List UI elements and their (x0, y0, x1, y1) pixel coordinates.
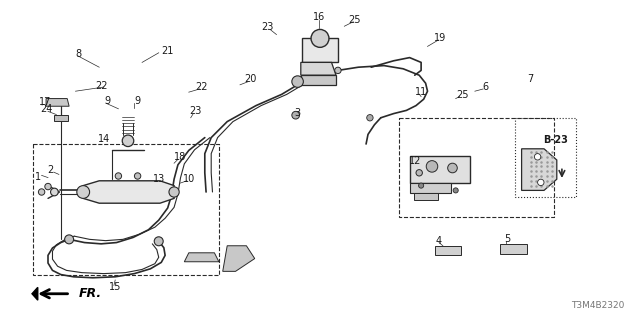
Circle shape (335, 67, 341, 74)
Text: 18: 18 (174, 152, 187, 163)
Circle shape (51, 188, 58, 196)
Circle shape (416, 170, 422, 176)
Polygon shape (304, 45, 336, 61)
Circle shape (134, 173, 141, 179)
Circle shape (122, 135, 134, 147)
Text: 1: 1 (35, 172, 42, 182)
Text: 3: 3 (294, 108, 301, 118)
Text: 13: 13 (152, 174, 165, 184)
Circle shape (115, 173, 122, 179)
Text: 15: 15 (109, 282, 122, 292)
Circle shape (77, 186, 90, 198)
Circle shape (367, 115, 373, 121)
Polygon shape (32, 287, 38, 300)
Text: 20: 20 (244, 74, 257, 84)
Text: 25: 25 (348, 15, 361, 25)
Text: 9: 9 (134, 96, 141, 106)
Text: 16: 16 (312, 12, 325, 22)
Circle shape (45, 183, 51, 190)
Bar (399, 118, 554, 217)
Text: 19: 19 (434, 33, 447, 43)
Text: 22: 22 (195, 82, 208, 92)
Text: 14: 14 (97, 134, 110, 144)
Polygon shape (302, 38, 338, 62)
Text: 4: 4 (436, 236, 442, 246)
Text: 23: 23 (189, 106, 202, 116)
Circle shape (538, 179, 544, 186)
Text: 23: 23 (261, 22, 274, 32)
Circle shape (419, 183, 424, 188)
Circle shape (534, 154, 541, 160)
Circle shape (292, 76, 303, 87)
Circle shape (292, 111, 300, 119)
Text: 5: 5 (504, 234, 510, 244)
Circle shape (453, 188, 458, 193)
Polygon shape (54, 115, 68, 121)
Text: 12: 12 (408, 156, 421, 166)
Text: 10: 10 (183, 174, 196, 184)
Polygon shape (500, 244, 527, 254)
Circle shape (38, 189, 45, 195)
Circle shape (426, 161, 438, 172)
Polygon shape (83, 181, 174, 203)
Text: 9: 9 (104, 96, 111, 106)
Text: 22: 22 (95, 81, 108, 91)
Text: 2: 2 (47, 165, 53, 175)
Polygon shape (522, 149, 557, 190)
Text: T3M4B2320: T3M4B2320 (571, 301, 624, 310)
Polygon shape (184, 253, 219, 262)
Polygon shape (46, 99, 69, 106)
Circle shape (154, 237, 163, 246)
Polygon shape (410, 156, 470, 183)
Polygon shape (414, 193, 438, 200)
Circle shape (448, 163, 457, 173)
Polygon shape (301, 75, 336, 85)
Polygon shape (301, 62, 336, 75)
Bar (515, 118, 576, 197)
Polygon shape (410, 183, 451, 193)
Text: 8: 8 (75, 49, 81, 59)
Text: 25: 25 (456, 90, 468, 100)
Bar (33, 144, 219, 275)
Circle shape (65, 235, 74, 244)
Circle shape (311, 29, 329, 47)
Text: 7: 7 (527, 74, 533, 84)
Polygon shape (435, 246, 461, 255)
Text: 6: 6 (482, 82, 488, 92)
Text: 17: 17 (38, 97, 51, 107)
Text: 11: 11 (415, 87, 428, 97)
Text: 24: 24 (40, 104, 52, 115)
Text: 21: 21 (161, 45, 174, 56)
Polygon shape (223, 246, 255, 271)
Text: FR.: FR. (79, 287, 102, 300)
Circle shape (169, 187, 179, 197)
Text: B-23: B-23 (543, 135, 568, 145)
